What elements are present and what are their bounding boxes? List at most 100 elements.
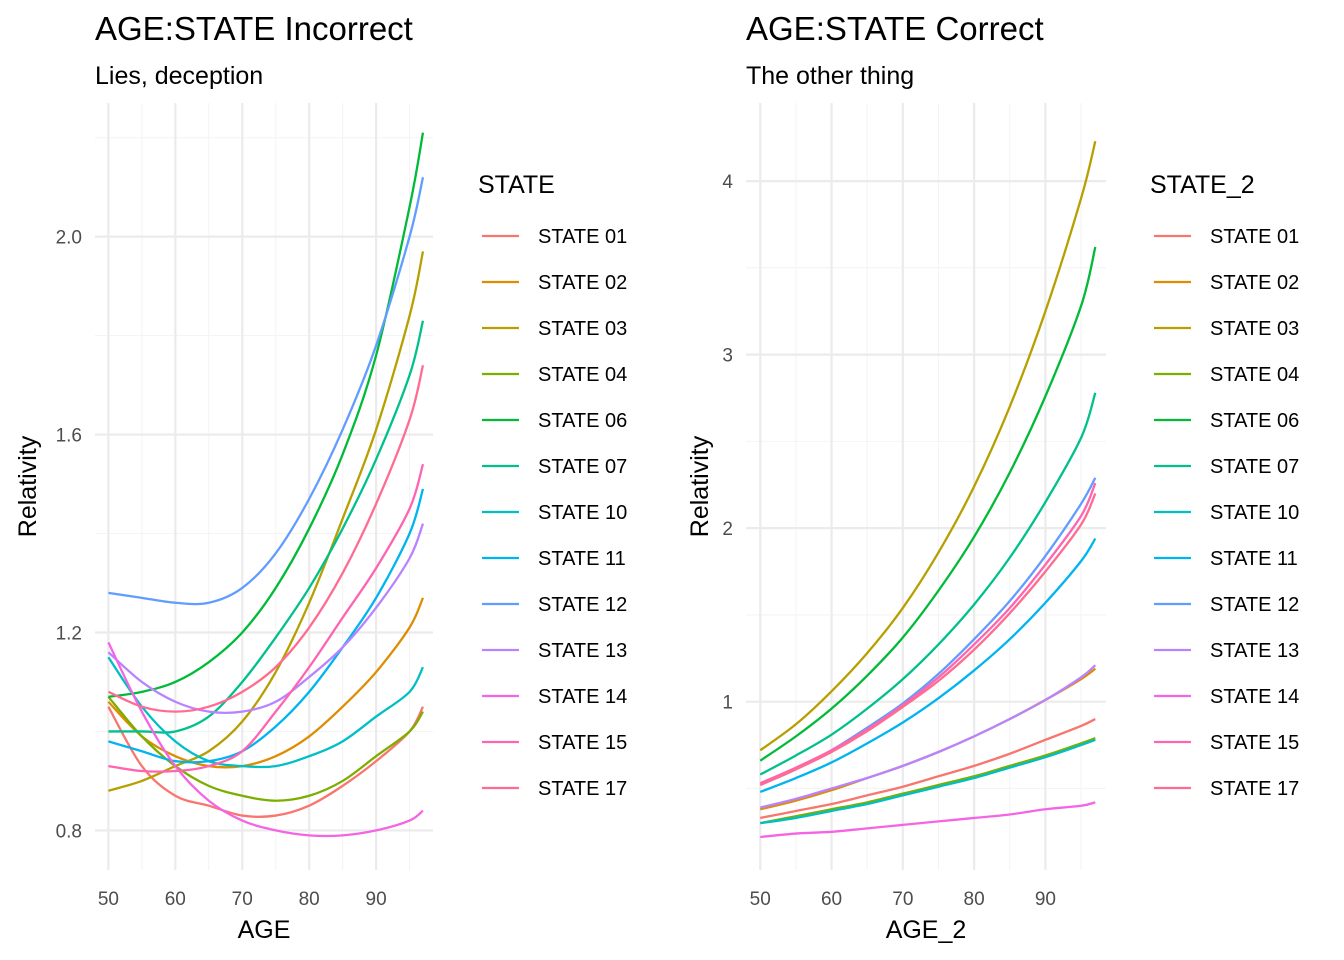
legend-title: STATE <box>478 171 555 199</box>
legend-label: STATE 13 <box>538 640 627 662</box>
series-line-state-11 <box>759 537 1097 793</box>
legend-item: STATE 14 <box>1154 686 1299 708</box>
legend-item: STATE 06 <box>482 410 627 432</box>
series-line-state-14 <box>107 641 424 838</box>
series-line-state-04 <box>760 737 1096 825</box>
legend-label: STATE 17 <box>1210 778 1299 800</box>
legend-item: STATE 07 <box>1154 456 1299 478</box>
x-tick-label: 90 <box>1035 889 1056 910</box>
series-line-state-14 <box>760 801 1096 839</box>
y-axis-title: Relativity <box>14 435 42 537</box>
chart-title: AGE:STATE Incorrect <box>95 10 413 47</box>
series-line-state-10 <box>760 738 1096 825</box>
legend-item: STATE 11 <box>1154 548 1298 570</box>
legend-item: STATE 17 <box>482 778 627 800</box>
series-line-state-17 <box>759 492 1097 787</box>
legend-label: STATE 15 <box>538 732 627 754</box>
x-axis-title: AGE_2 <box>886 916 967 944</box>
legend-label: STATE 11 <box>1210 548 1298 570</box>
series-line-state-01 <box>760 717 1096 820</box>
legend-item: STATE 04 <box>482 364 627 386</box>
chart-panel-correct: 50 60 70 80 90 1 2 3 4 AGE:STATE Correct The other… <box>686 10 1299 944</box>
series-line-state-13 <box>107 523 425 715</box>
x-tick-label: 80 <box>299 889 320 910</box>
legend-label: STATE 04 <box>1210 364 1299 386</box>
x-tick-label: 50 <box>750 889 771 910</box>
legend-label: STATE 07 <box>1210 456 1299 478</box>
y-tick-label: 3 <box>722 346 733 367</box>
series-line-state-03 <box>108 251 425 792</box>
legend-label: STATE 03 <box>538 318 627 340</box>
y-tick-label: 1.6 <box>56 426 82 447</box>
series-line-state-06 <box>108 132 425 698</box>
legend-item: STATE 07 <box>482 456 627 478</box>
series-line-state-06 <box>759 246 1097 762</box>
legend-item: STATE 17 <box>1154 778 1299 800</box>
legend-label: STATE 14 <box>1210 686 1299 708</box>
series-line-state-13 <box>759 664 1097 809</box>
legend-item: STATE 10 <box>1154 502 1299 524</box>
series-line-state-15 <box>759 482 1097 785</box>
series-line-state-01 <box>107 706 424 818</box>
x-axis-title: AGE <box>238 916 291 944</box>
legend-label: STATE 11 <box>538 548 626 570</box>
legend-label: STATE 03 <box>1210 318 1299 340</box>
series-line-state-07 <box>759 392 1097 776</box>
legend-item: STATE 15 <box>482 732 627 754</box>
legend-item: STATE 15 <box>1154 732 1299 754</box>
legend: STATE STATE 01 STATE 02 STATE 03 STATE 04 STA… <box>478 171 627 800</box>
series-line-state-03 <box>759 140 1097 752</box>
legend-item: STATE 01 <box>482 226 627 248</box>
legend-label: STATE 01 <box>538 226 627 248</box>
legend-label: STATE 10 <box>538 502 627 524</box>
x-tick-label: 80 <box>964 889 985 910</box>
y-tick-label: 0.8 <box>56 821 82 842</box>
legend-item: STATE 12 <box>482 594 627 616</box>
x-tick-label: 60 <box>165 889 186 910</box>
legend-item: STATE 11 <box>482 548 626 570</box>
legend-item: STATE 01 <box>1154 226 1299 248</box>
series-line-state-12 <box>108 176 425 606</box>
y-tick-label: 4 <box>722 172 733 193</box>
legend-item: STATE 14 <box>482 686 627 708</box>
legend-item: STATE 02 <box>1154 272 1299 294</box>
legend-label: STATE 17 <box>538 778 627 800</box>
y-tick-label: 2 <box>722 519 733 540</box>
legend-label: STATE 15 <box>1210 732 1299 754</box>
legend-item: STATE 10 <box>482 502 627 524</box>
x-tick-label: 60 <box>821 889 842 910</box>
x-tick-label: 90 <box>366 889 387 910</box>
legend-label: STATE 06 <box>538 410 627 432</box>
legend-label: STATE 10 <box>1210 502 1299 524</box>
y-tick-label: 1 <box>722 693 733 714</box>
chart-panel-incorrect: 50 60 70 80 90 0.8 1.2 1.6 2.0 AGE:STATE Incorrec… <box>14 10 627 944</box>
y-tick-label: 2.0 <box>56 228 82 249</box>
legend-label: STATE 13 <box>1210 640 1299 662</box>
legend-item: STATE 03 <box>1154 318 1299 340</box>
y-tick-label: 1.2 <box>56 623 82 644</box>
legend-label: STATE 07 <box>538 456 627 478</box>
legend-label: STATE 06 <box>1210 410 1299 432</box>
legend-label: STATE 12 <box>1210 594 1299 616</box>
legend-label: STATE 04 <box>538 364 627 386</box>
y-axis-title: Relativity <box>686 435 714 537</box>
series-line-state-17 <box>107 364 425 713</box>
chart-subtitle: Lies, deception <box>95 62 263 90</box>
series-line-state-11 <box>108 488 425 764</box>
legend-item: STATE 13 <box>1154 640 1299 662</box>
chart-subtitle: The other thing <box>746 62 914 90</box>
x-tick-label: 50 <box>98 889 119 910</box>
chart-title: AGE:STATE Correct <box>746 10 1044 47</box>
series-line-state-10 <box>107 656 424 769</box>
x-tick-label: 70 <box>232 889 253 910</box>
legend-label: STATE 01 <box>1210 226 1299 248</box>
legend-item: STATE 06 <box>1154 410 1299 432</box>
legend-title: STATE_2 <box>1150 171 1255 199</box>
legend-label: STATE 02 <box>538 272 627 294</box>
legend-item: STATE 12 <box>1154 594 1299 616</box>
legend-label: STATE 12 <box>538 594 627 616</box>
legend-item: STATE 03 <box>482 318 627 340</box>
legend-item: STATE 13 <box>482 640 627 662</box>
legend-item: STATE 04 <box>1154 364 1299 386</box>
